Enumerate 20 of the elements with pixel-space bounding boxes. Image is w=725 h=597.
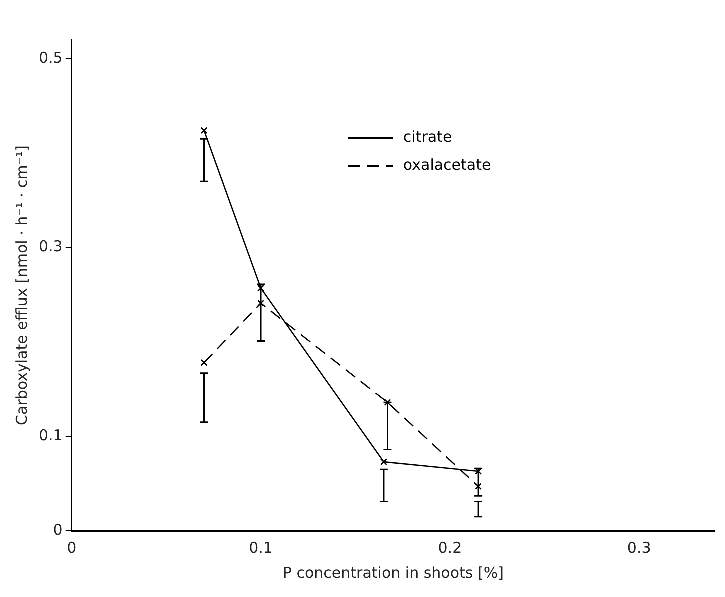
point bbox=[384, 399, 392, 406]
y-tick-label: 0.5 bbox=[38, 48, 63, 67]
x-tick-label: 0.1 bbox=[249, 538, 273, 557]
y-tick-label: 0.1 bbox=[38, 426, 63, 444]
point bbox=[258, 300, 264, 307]
x-tick-label: 0.3 bbox=[627, 538, 652, 557]
x-axis-title: P concentration in shoots [%] bbox=[282, 564, 504, 582]
point bbox=[200, 359, 208, 366]
x-tick-label: 0 bbox=[67, 538, 77, 557]
point bbox=[200, 127, 208, 134]
y-tick-label: 0 bbox=[53, 520, 63, 539]
x-tick-label: 0.2 bbox=[438, 538, 462, 557]
y-tick-label: 0.3 bbox=[38, 238, 63, 256]
point bbox=[258, 284, 264, 292]
point bbox=[380, 458, 388, 466]
y-axis-title: Carboxylate efflux [nmol · h⁻¹ · cm⁻¹] bbox=[12, 146, 31, 426]
legend-label: oxalacetate bbox=[403, 156, 492, 174]
point bbox=[475, 468, 482, 475]
point bbox=[475, 483, 482, 490]
legend-label: citrate bbox=[403, 128, 452, 146]
